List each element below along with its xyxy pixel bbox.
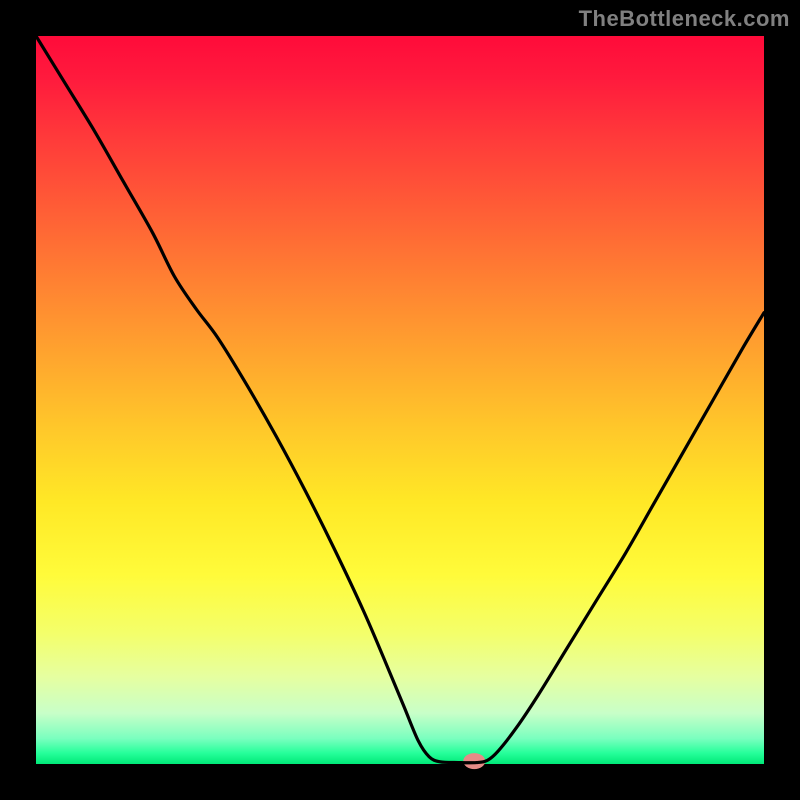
bottleneck-chart: [0, 0, 800, 800]
watermark-text: TheBottleneck.com: [579, 6, 790, 32]
chart-frame: TheBottleneck.com: [0, 0, 800, 800]
plot-background: [36, 36, 764, 764]
